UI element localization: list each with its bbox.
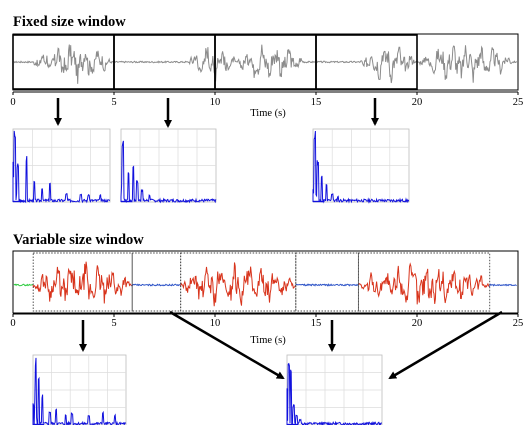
arrow-diagonal-icon xyxy=(388,310,503,380)
fixed-x-axis-title: Time (s) xyxy=(250,108,286,119)
variable-signal-panel xyxy=(12,250,519,314)
fixed-window-heading: Fixed size window xyxy=(13,14,126,30)
variable-window-boundaries xyxy=(32,252,491,312)
variable-window-box xyxy=(32,252,133,312)
spectrum-plot xyxy=(120,128,217,204)
signal-segment xyxy=(13,283,34,287)
variable-window-box xyxy=(357,252,491,312)
signal-segment xyxy=(131,283,182,287)
signal-segment xyxy=(180,262,296,307)
spectrum-line xyxy=(286,362,382,425)
spectrum-plot xyxy=(12,128,111,204)
variable-tick-label: 0 xyxy=(10,318,15,329)
variable-tick-label: 10 xyxy=(210,318,221,329)
fixed-window-box xyxy=(315,34,418,90)
fixed-x-axis: 0 5 10 15 20 25 Time (s) xyxy=(10,91,524,119)
fixed-tick-label: 10 xyxy=(210,97,221,108)
variable-window-heading: Variable size window xyxy=(13,232,144,248)
fixed-tick-label: 5 xyxy=(111,97,116,108)
variable-window-box xyxy=(131,252,182,312)
fixed-tick-label: 25 xyxy=(513,97,524,108)
signal-segment xyxy=(295,283,359,287)
spectrum-plot xyxy=(286,354,383,425)
spectrum-plot xyxy=(32,354,127,425)
signal-segment xyxy=(488,283,517,288)
fixed-tick-label: 20 xyxy=(412,97,423,108)
spectrum-line xyxy=(12,130,111,204)
variable-tick-label: 15 xyxy=(311,318,322,329)
variable-tick-label: 5 xyxy=(111,318,116,329)
variable-window-box xyxy=(295,252,359,312)
fixed-signal-panel xyxy=(12,33,519,91)
signal-segment xyxy=(32,261,133,304)
spectrum-line xyxy=(312,130,410,204)
fixed-tick-label: 0 xyxy=(10,97,15,108)
variable-x-axis: 0 5 10 15 20 25 Time (s) xyxy=(10,313,524,346)
signal-segment xyxy=(358,262,490,305)
arrow-diagonal-icon xyxy=(169,310,285,380)
variable-tick-label: 25 xyxy=(513,318,524,329)
fixed-tick-label: 15 xyxy=(311,97,322,108)
spectrum-plot xyxy=(312,128,410,204)
variable-x-axis-title: Time (s) xyxy=(250,335,286,346)
variable-signal-trace xyxy=(13,261,517,307)
fixed-signal-trace xyxy=(13,44,518,84)
fixed-window-boundaries xyxy=(12,34,418,90)
variable-window-box xyxy=(180,252,297,312)
variable-tick-label: 20 xyxy=(412,318,423,329)
spectrum-line xyxy=(120,140,217,204)
